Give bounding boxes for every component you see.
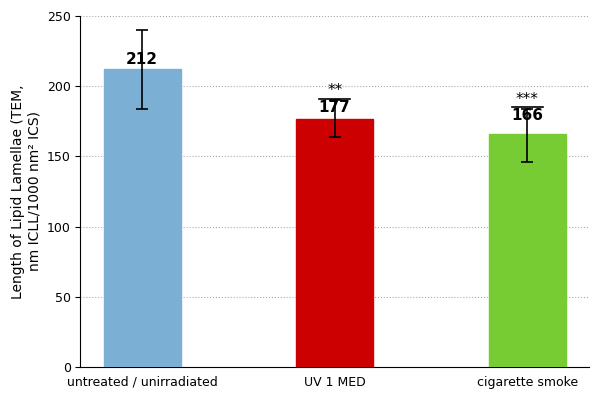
Bar [104,70,181,367]
Bar [296,118,373,367]
Text: ***: *** [516,92,539,107]
Text: 166: 166 [511,108,543,123]
Text: **: ** [327,83,343,98]
Text: 177: 177 [319,100,350,114]
Text: 212: 212 [126,52,158,67]
Y-axis label: Length of Lipid Lamellae (TEM,
nm ICLL/1000 nm² ICS): Length of Lipid Lamellae (TEM, nm ICLL/1… [11,84,41,299]
Bar [489,134,566,367]
